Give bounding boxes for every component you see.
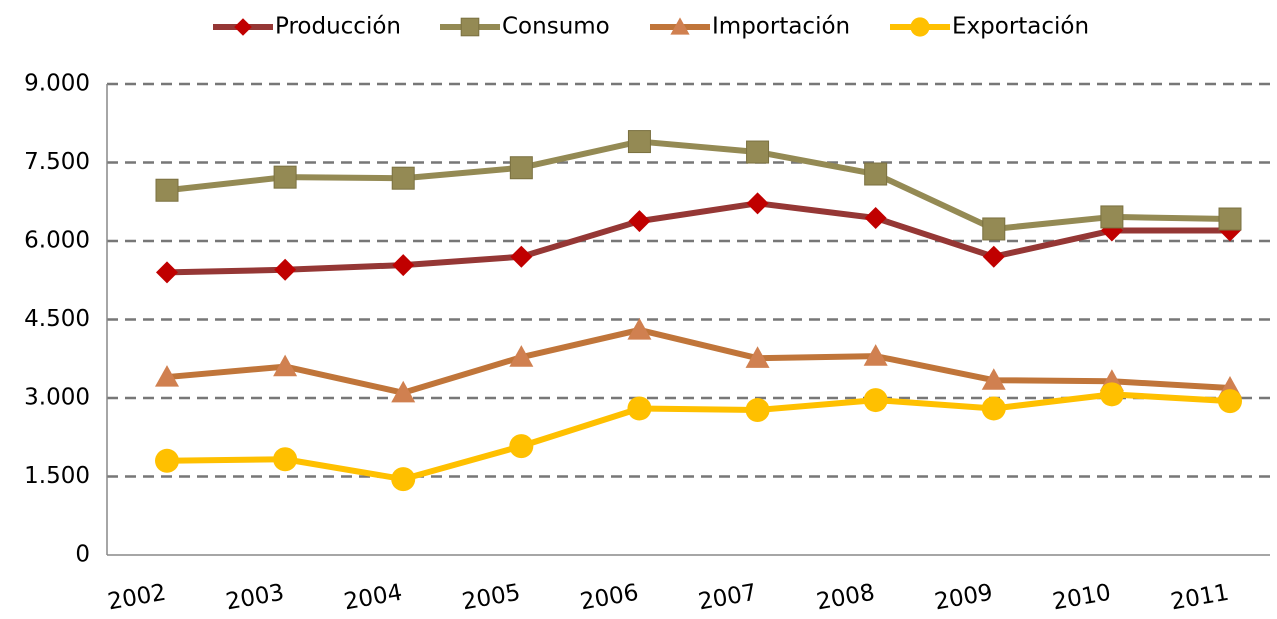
marker (982, 217, 1006, 241)
marker (910, 17, 930, 37)
y-tick-label: 7.500 (24, 149, 90, 175)
legend-item: Importación (650, 14, 850, 40)
marker (155, 365, 179, 387)
series-line (166, 326, 1231, 396)
marker (460, 17, 480, 37)
legend-item: Consumo (440, 14, 610, 40)
marker (863, 388, 888, 413)
marker (155, 448, 179, 473)
marker (981, 396, 1006, 421)
marker (155, 178, 179, 202)
marker (627, 396, 652, 421)
x-tick-label: 2005 (460, 580, 522, 616)
marker (274, 258, 297, 281)
marker (391, 380, 416, 403)
marker (509, 156, 533, 180)
marker (510, 245, 533, 268)
marker (627, 130, 651, 154)
x-tick-label: 2011 (1169, 580, 1231, 616)
marker (391, 166, 415, 190)
legend-label: Exportación (952, 14, 1089, 40)
legend-label: Importación (712, 14, 850, 40)
legend-item: Exportación (890, 14, 1089, 40)
y-tick-label: 1.500 (24, 463, 90, 489)
x-tick-label: 2003 (224, 580, 286, 616)
y-tick-label: 6.000 (24, 228, 90, 254)
marker (982, 245, 1005, 268)
marker (864, 206, 887, 229)
marker (273, 165, 297, 189)
x-tick-label: 2009 (933, 580, 995, 616)
marker (746, 140, 770, 164)
marker (981, 368, 1006, 390)
x-tick-label: 2002 (106, 580, 168, 616)
marker (745, 346, 770, 368)
x-tick-label: 2008 (814, 580, 876, 616)
legend-item: Producción (213, 14, 401, 40)
marker (1099, 382, 1124, 407)
marker (628, 210, 651, 233)
marker (746, 192, 769, 215)
marker (670, 17, 690, 35)
legend-label: Producción (275, 14, 401, 40)
marker (863, 344, 888, 366)
marker (1218, 389, 1242, 414)
y-tick-label: 4.500 (24, 306, 90, 332)
marker (1100, 205, 1124, 229)
marker (864, 162, 888, 186)
series-line (166, 138, 1231, 232)
marker (391, 467, 416, 492)
marker (156, 261, 178, 284)
x-tick-label: 2010 (1051, 580, 1113, 616)
legend-label: Consumo (502, 14, 610, 40)
marker (234, 18, 252, 36)
marker (1218, 207, 1242, 231)
x-tick-label: 2006 (578, 580, 640, 616)
marker (745, 398, 770, 423)
y-tick-label: 0 (75, 542, 90, 568)
x-tick-label: 2007 (696, 580, 758, 616)
x-tick-label: 2004 (342, 580, 404, 616)
series-line (166, 391, 1231, 483)
marker (273, 447, 298, 472)
marker (509, 434, 534, 459)
marker (627, 317, 652, 340)
marker (273, 354, 298, 377)
marker (392, 254, 415, 277)
series-line (166, 200, 1230, 276)
y-tick-label: 3.000 (24, 385, 90, 411)
marker (509, 345, 534, 367)
y-tick-label: 9.000 (24, 71, 90, 97)
